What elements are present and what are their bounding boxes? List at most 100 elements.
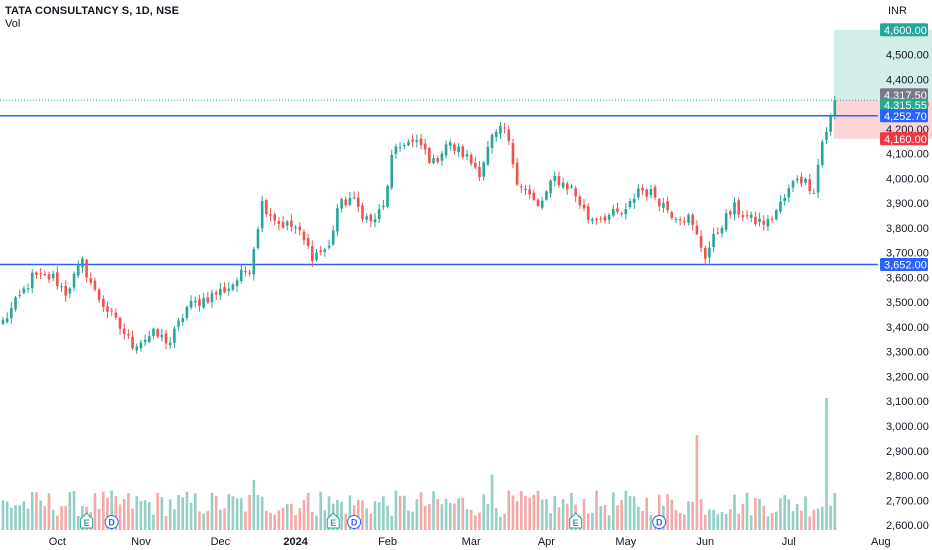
volume-bar — [737, 514, 740, 530]
candle — [311, 246, 314, 262]
volume-bar — [566, 503, 569, 530]
dividend-label: D — [656, 518, 663, 528]
dividend-marker[interactable]: D — [652, 515, 667, 529]
candle — [595, 219, 598, 221]
dividend-marker[interactable]: D — [347, 515, 362, 529]
candle — [428, 147, 431, 163]
volume-bar — [47, 493, 51, 530]
volume-bar — [749, 515, 753, 530]
volume-bar — [152, 514, 155, 530]
volume-bar — [5, 501, 9, 530]
volume-bar — [248, 494, 251, 530]
volume-bar — [311, 511, 314, 530]
volume-bar — [628, 496, 632, 530]
volume-bar — [645, 497, 649, 530]
volume-bar — [302, 500, 306, 530]
candle — [657, 199, 661, 207]
candle — [670, 212, 674, 219]
candle — [294, 227, 297, 229]
candle — [164, 333, 168, 344]
volume-bar — [511, 495, 515, 530]
candle — [407, 141, 410, 146]
x-tick-label: Oct — [49, 536, 66, 548]
earnings-marker[interactable]: E — [569, 512, 583, 529]
candle — [758, 218, 761, 223]
candle — [47, 274, 51, 280]
price-tag-box — [880, 109, 928, 123]
volume-bar — [68, 492, 72, 530]
volume-bar — [244, 511, 247, 530]
price-tag-box — [880, 258, 928, 272]
volume-bar — [193, 493, 197, 530]
volume-bar — [365, 508, 368, 530]
volume-bar — [791, 511, 795, 530]
candle — [352, 197, 356, 199]
volume-bar — [641, 510, 644, 530]
volume-bar — [402, 495, 406, 530]
volume-bar — [687, 501, 690, 530]
volume-bar — [540, 499, 544, 530]
y-tick-label: 3,900.00 — [886, 198, 929, 210]
candle — [22, 288, 26, 293]
candle — [93, 280, 97, 290]
candle — [327, 245, 331, 248]
candle — [448, 142, 452, 146]
volume-bar — [603, 505, 607, 530]
volume-bar — [691, 501, 694, 530]
volume-bar — [148, 502, 151, 530]
volume-bar — [386, 505, 389, 530]
candle — [110, 310, 113, 312]
volume-bar — [43, 506, 47, 530]
candle — [628, 201, 632, 208]
candle — [561, 182, 565, 188]
price-tag-box — [880, 88, 928, 102]
volume-bar — [825, 398, 828, 530]
x-tick-label: May — [615, 536, 636, 548]
volume-bar — [198, 511, 201, 530]
earnings-marker[interactable]: E — [80, 512, 94, 529]
candle — [252, 249, 256, 275]
candle — [290, 220, 293, 227]
candle — [377, 209, 381, 220]
price-tag-box — [880, 23, 928, 37]
candle — [386, 186, 389, 207]
candle — [76, 265, 80, 276]
y-tick-label: 3,500.00 — [886, 297, 929, 309]
earnings-marker[interactable]: E — [326, 512, 340, 529]
candle — [189, 300, 193, 308]
volume-bar — [428, 504, 431, 530]
volume-bar — [812, 509, 816, 530]
candle — [800, 176, 803, 184]
volume-bar — [570, 492, 573, 530]
volume-bar — [122, 499, 126, 530]
volume-bar — [545, 499, 548, 530]
volume-bar — [97, 509, 101, 530]
dividend-marker[interactable]: D — [104, 515, 119, 529]
volume-bar — [214, 495, 218, 530]
candle — [39, 273, 42, 275]
dividend-icon — [652, 515, 667, 529]
volume-bar — [285, 504, 289, 530]
volume-bar — [582, 499, 586, 530]
candle — [260, 201, 264, 229]
candle — [231, 284, 235, 290]
volume-bar — [394, 490, 398, 530]
candle — [10, 307, 13, 319]
candle — [624, 209, 628, 215]
candle — [499, 126, 502, 134]
volume-bar — [102, 491, 105, 530]
price-tag-label: 4,600.00 — [884, 25, 927, 37]
candle — [708, 247, 711, 258]
volume-bar — [465, 509, 469, 530]
volume-bar — [775, 511, 778, 530]
candle — [712, 233, 715, 248]
y-tick-label: 3,300.00 — [886, 347, 929, 359]
candle — [678, 219, 682, 221]
candle — [653, 187, 657, 198]
volume-bar — [712, 509, 715, 530]
volume-bar — [398, 495, 402, 530]
volume-bar — [779, 498, 782, 530]
candle — [340, 199, 343, 209]
